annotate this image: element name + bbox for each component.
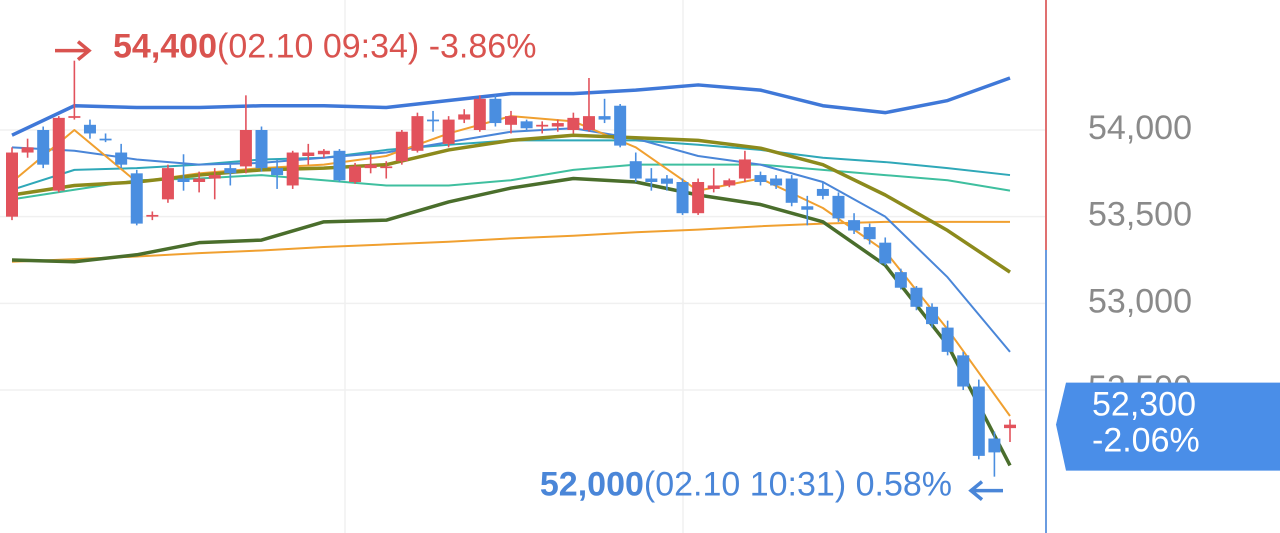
candle-body (614, 105, 627, 146)
candle-body (692, 182, 705, 214)
price-label: 52,300 (1092, 386, 1196, 424)
candle-body (473, 98, 486, 130)
candle-body (520, 121, 533, 129)
candle-body (208, 175, 221, 179)
low-label: 52,000(02.10 10:31) 0.58% (540, 466, 952, 504)
candle-body (676, 182, 689, 214)
candle-body (738, 159, 751, 179)
price-box (1056, 382, 1280, 471)
candle-body (349, 166, 362, 182)
candle-body (832, 195, 845, 219)
candle-body (848, 220, 861, 231)
overlay-line (11, 220, 1010, 263)
candle-body (957, 355, 970, 387)
low-detail: (02.10 10:31) 0.58% (644, 466, 952, 504)
high-detail: (02.10 09:34) -3.86% (217, 28, 536, 66)
candle-body (816, 188, 829, 196)
candle-body (988, 438, 1001, 453)
candle-body (83, 124, 96, 134)
candle-body (863, 227, 876, 240)
high-price: 54,400 (113, 28, 217, 66)
price-change: -2.06% (1092, 422, 1200, 460)
candle-body (68, 116, 81, 118)
candle-body (972, 386, 985, 456)
candle-body (239, 130, 252, 167)
candle-body (21, 147, 34, 153)
candle-body (801, 206, 814, 210)
candle-body (707, 185, 720, 189)
candle-body (442, 119, 455, 144)
candle-body (894, 272, 907, 288)
candle-body (427, 119, 440, 122)
candle-body (645, 178, 658, 182)
candle-body (52, 117, 65, 191)
low-price: 52,000 (540, 466, 644, 504)
low-arrow (968, 480, 1003, 502)
candle-body (411, 116, 424, 151)
candle-body (926, 306, 939, 325)
candle-body (271, 168, 284, 176)
candle-body (317, 150, 330, 155)
candle-body (37, 130, 50, 165)
overlay-line (11, 76, 1011, 137)
y-tick-label: 54,000 (1088, 109, 1192, 147)
candle-body (458, 114, 471, 120)
overlay-line (11, 133, 1011, 274)
candle-body (941, 327, 954, 352)
candle-body (582, 116, 595, 130)
candles (6, 60, 1016, 477)
candle-body (99, 138, 112, 141)
candle-body (115, 152, 128, 165)
candle-body (1004, 424, 1016, 429)
candle-body (505, 116, 517, 125)
high-arrow (55, 40, 92, 62)
candle-body (333, 150, 346, 181)
candle-body (161, 168, 174, 200)
candle-body (130, 173, 143, 224)
overlays (11, 76, 1012, 467)
candle-body (146, 214, 159, 217)
candle-body (224, 168, 237, 174)
candle-body (785, 178, 798, 203)
candle-body (879, 242, 892, 264)
candle-body (489, 98, 502, 124)
candle-body (629, 161, 642, 179)
candle-body (302, 152, 315, 156)
y-tick-label: 53,500 (1088, 196, 1192, 234)
candle-body (598, 116, 611, 120)
candle-body (660, 178, 673, 184)
markers: 54,400(02.10 09:34) -3.86% 52,000(02.10 1… (55, 28, 1280, 504)
candle-body (286, 152, 299, 186)
overlay-line (11, 127, 1011, 353)
candle-body (770, 178, 783, 186)
grid (0, 129, 1045, 391)
candle-body (536, 124, 549, 127)
candle-body (567, 117, 580, 130)
candle-body (910, 287, 923, 307)
candle-body (723, 180, 736, 186)
candle-body (193, 178, 206, 182)
candle-body (395, 131, 408, 162)
candle-body (380, 166, 393, 169)
candle-body (177, 178, 190, 182)
overlay-line (11, 176, 1012, 467)
high-label: 54,400(02.10 09:34) -3.86% (113, 28, 536, 66)
candle-body (364, 164, 377, 169)
candle-body (754, 175, 767, 182)
y-tick-label: 53,000 (1088, 282, 1192, 320)
candle-body (255, 130, 268, 169)
candle-body (6, 152, 18, 217)
candle-body (551, 123, 564, 127)
